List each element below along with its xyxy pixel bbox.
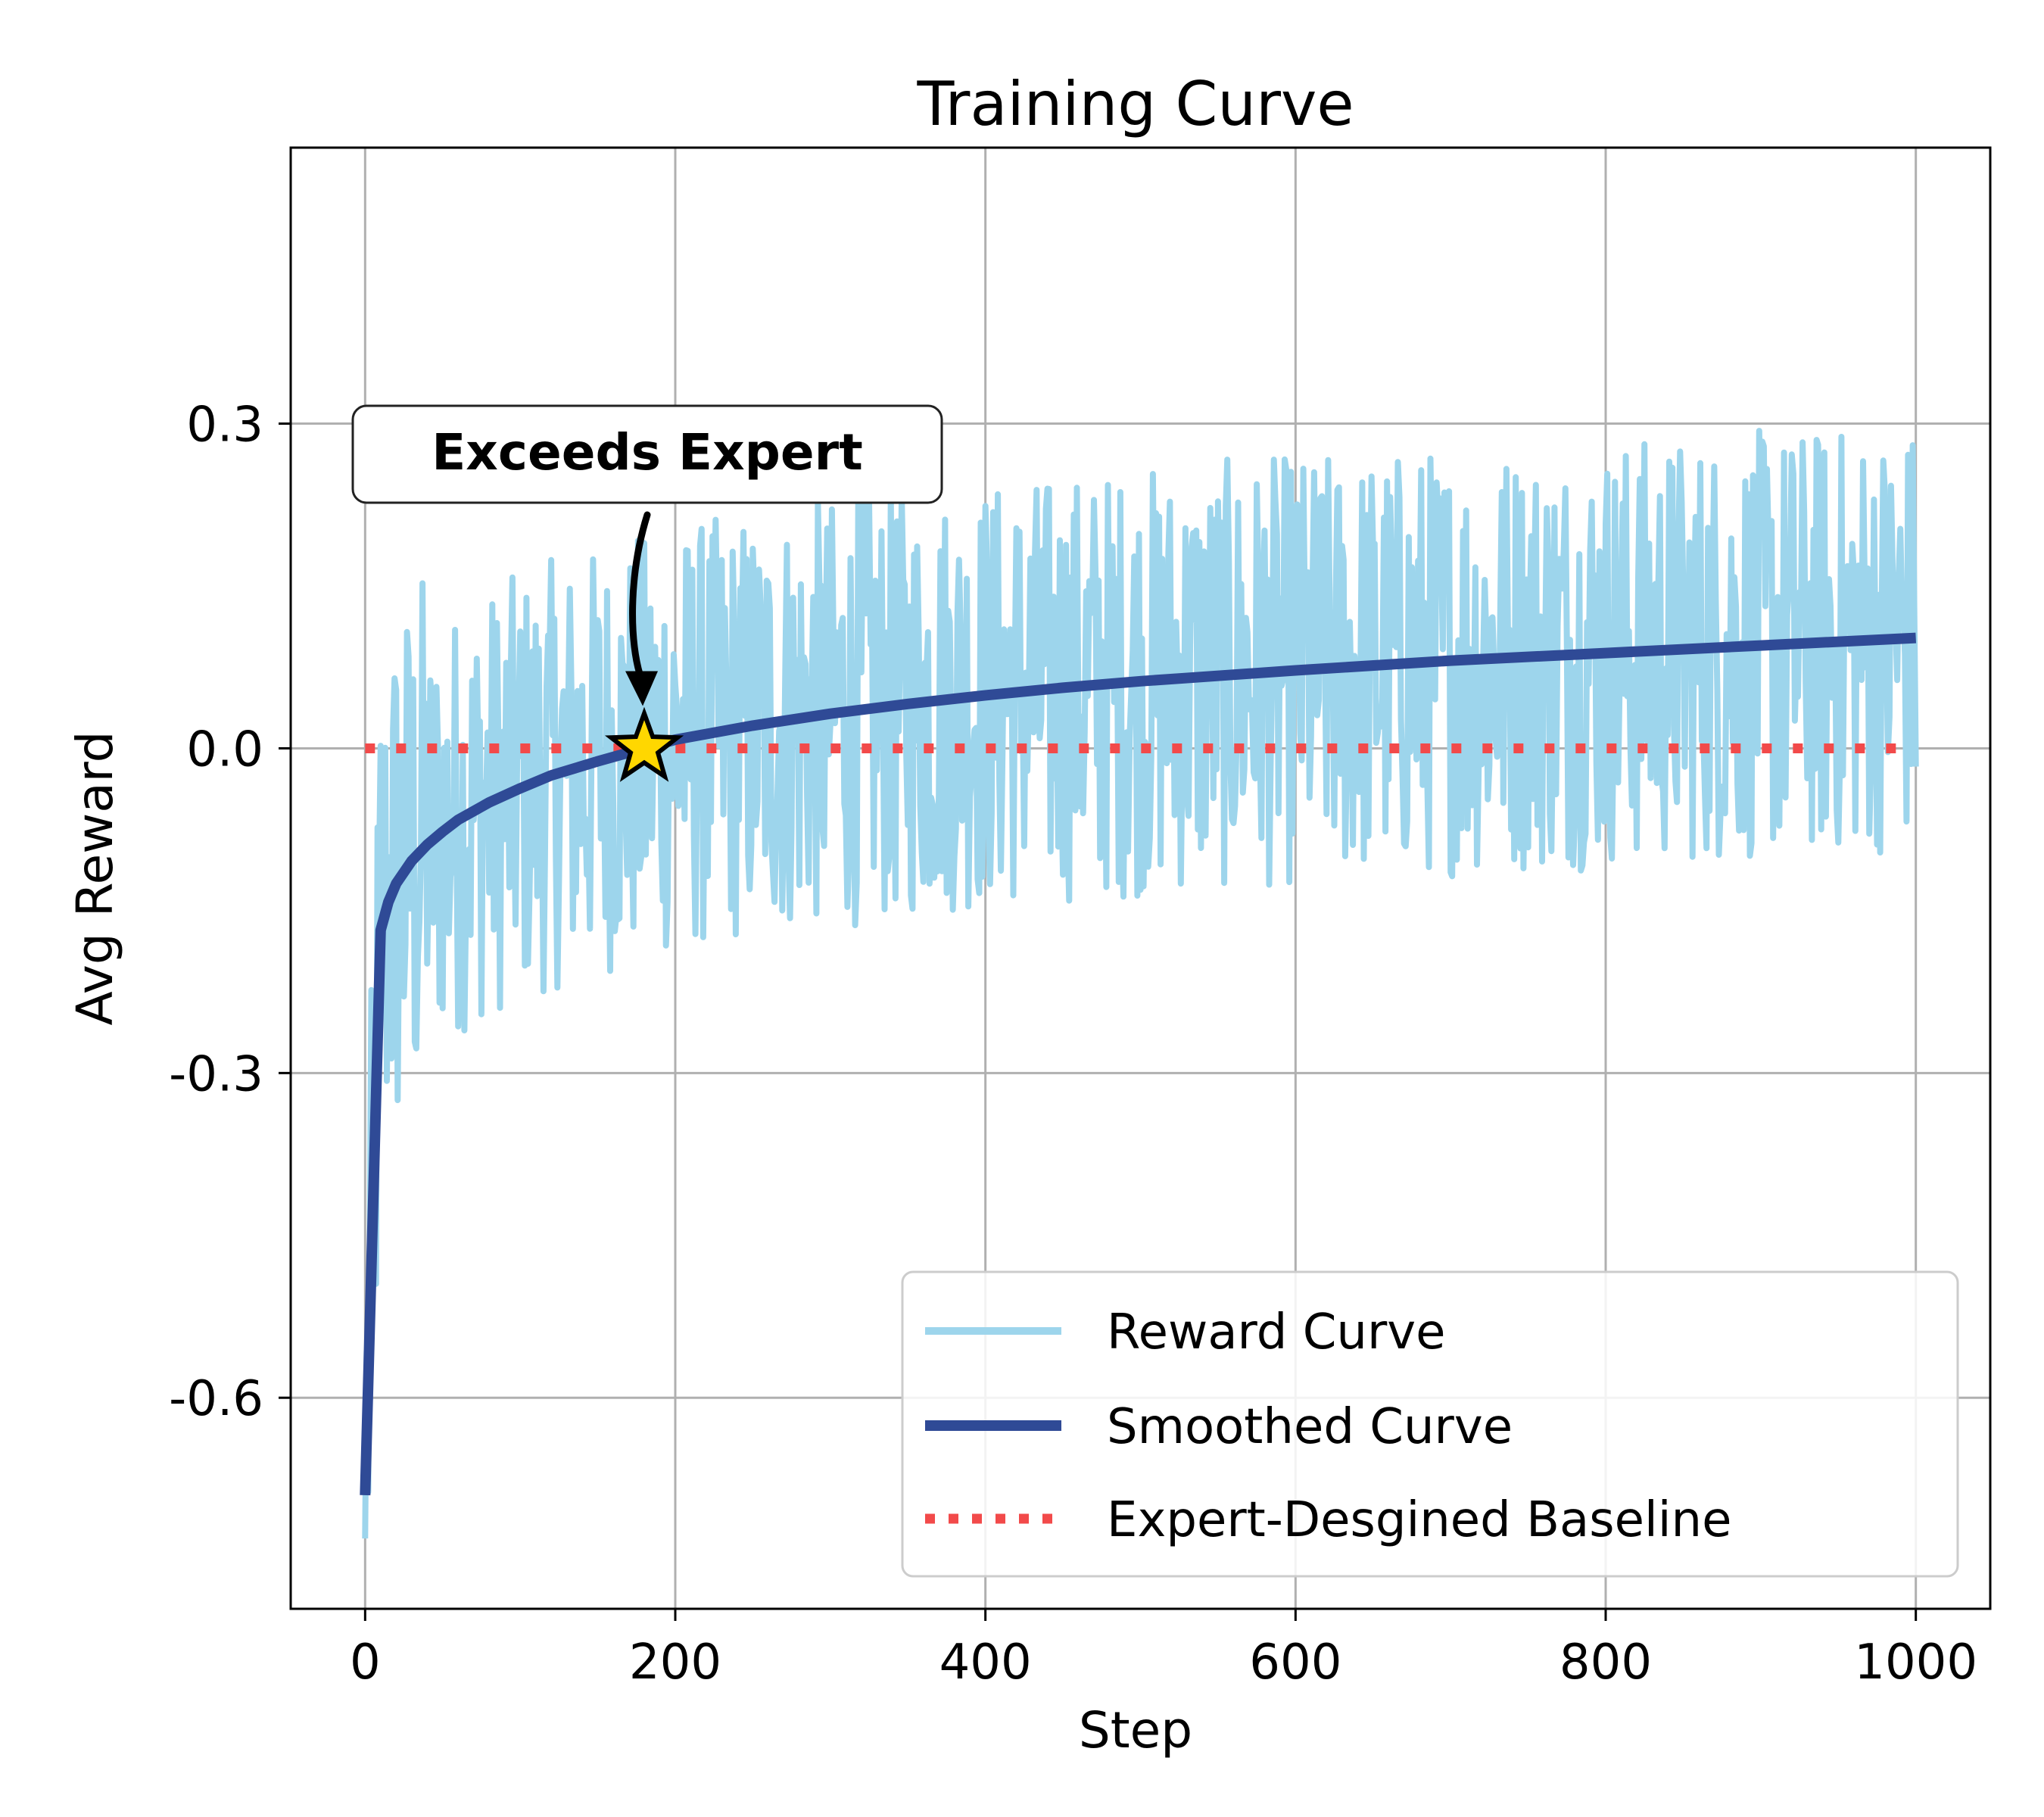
legend-label-expert-baseline: Expert-Desgined Baseline — [1107, 1492, 1731, 1548]
series-line-reward-curve — [362, 428, 1919, 1539]
axes-frame — [289, 146, 1992, 1610]
annotation-exceeds-expert: Exceeds Expert — [351, 404, 943, 782]
x-axis-title: Step — [1079, 1701, 1192, 1759]
legend-label-reward-curve: Reward Curve — [1107, 1304, 1446, 1360]
y-tick-label: -0.6 — [169, 1371, 263, 1427]
y-tick-label: 0.3 — [186, 397, 263, 453]
x-tick-label: 400 — [939, 1635, 1032, 1691]
annotation-box — [351, 404, 943, 504]
y-axis-ticks: 0.3 0.0 -0.3 -0.6 — [169, 397, 291, 1427]
y-tick-label: 0.0 — [186, 722, 263, 778]
y-axis-title: Avg Reward — [66, 731, 124, 1025]
annotation-arrowhead — [625, 671, 659, 706]
x-tick-label: 600 — [1249, 1635, 1341, 1691]
x-tick-label: 0 — [350, 1635, 381, 1691]
legend: Reward Curve Smoothed Curve Expert-Desgi… — [901, 1270, 1959, 1578]
chart-title: Training Curve — [916, 69, 1354, 139]
x-tick-label: 1000 — [1854, 1635, 1977, 1691]
y-tick-label: -0.3 — [169, 1046, 263, 1102]
legend-box — [901, 1270, 1959, 1578]
star-marker — [604, 706, 684, 782]
annotation-arrow — [629, 511, 651, 682]
x-axis-ticks: 0 200 400 600 800 1000 — [350, 1609, 1977, 1691]
x-tick-label: 200 — [629, 1635, 721, 1691]
x-tick-label: 800 — [1559, 1635, 1652, 1691]
annotation-text: Exceeds Expert — [432, 423, 863, 482]
legend-label-smoothed-curve: Smoothed Curve — [1107, 1399, 1513, 1455]
